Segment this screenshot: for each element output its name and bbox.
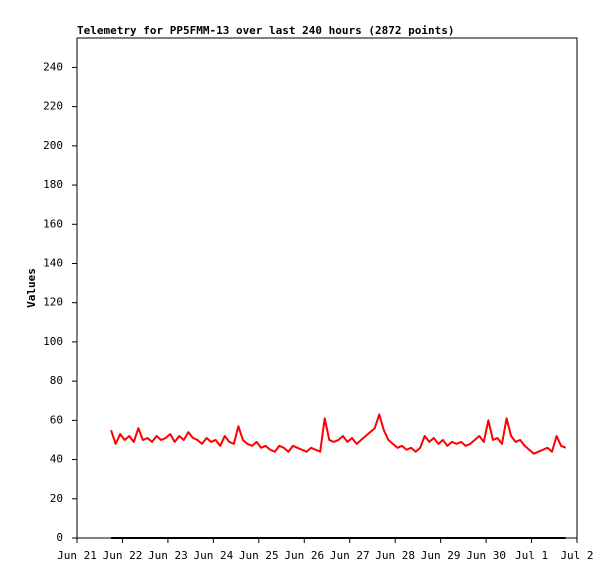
x-tick-label: Jun 23 <box>148 549 188 562</box>
y-tick-label: 100 <box>43 335 63 348</box>
y-tick-label: 80 <box>50 374 63 387</box>
x-tick-label: Jun 29 <box>421 549 461 562</box>
x-tick-label: Jun 27 <box>330 549 370 562</box>
y-tick-label: 0 <box>56 531 63 544</box>
y-tick-label: 200 <box>43 139 63 152</box>
y-tick-label: 40 <box>50 453 63 466</box>
y-tick-label: 220 <box>43 100 63 113</box>
chart-title: Telemetry for PP5FMM-13 over last 240 ho… <box>77 24 455 37</box>
y-tick-label: 160 <box>43 217 63 230</box>
x-tick-label: Jun 22 <box>103 549 143 562</box>
x-tick-label: Jun 26 <box>284 549 324 562</box>
x-tick-label: Jul 2 <box>560 549 593 562</box>
x-tick-label: Jun 30 <box>466 549 506 562</box>
x-tick-label: Jun 24 <box>193 549 233 562</box>
x-tick-label: Jun 28 <box>375 549 415 562</box>
x-tick-label: Jun 21 <box>57 549 97 562</box>
y-tick-label: 180 <box>43 178 63 191</box>
y-tick-label: 140 <box>43 256 63 269</box>
y-axis-label: Values <box>25 268 38 308</box>
x-tick-label: Jul 1 <box>515 549 548 562</box>
series-line <box>110 413 567 455</box>
x-tick-label: Jun 25 <box>239 549 279 562</box>
plot-frame <box>76 37 578 539</box>
y-tick-label: 120 <box>43 296 63 309</box>
y-tick-label: 240 <box>43 60 63 73</box>
y-tick-label: 20 <box>50 492 63 505</box>
y-tick-label: 60 <box>50 413 63 426</box>
